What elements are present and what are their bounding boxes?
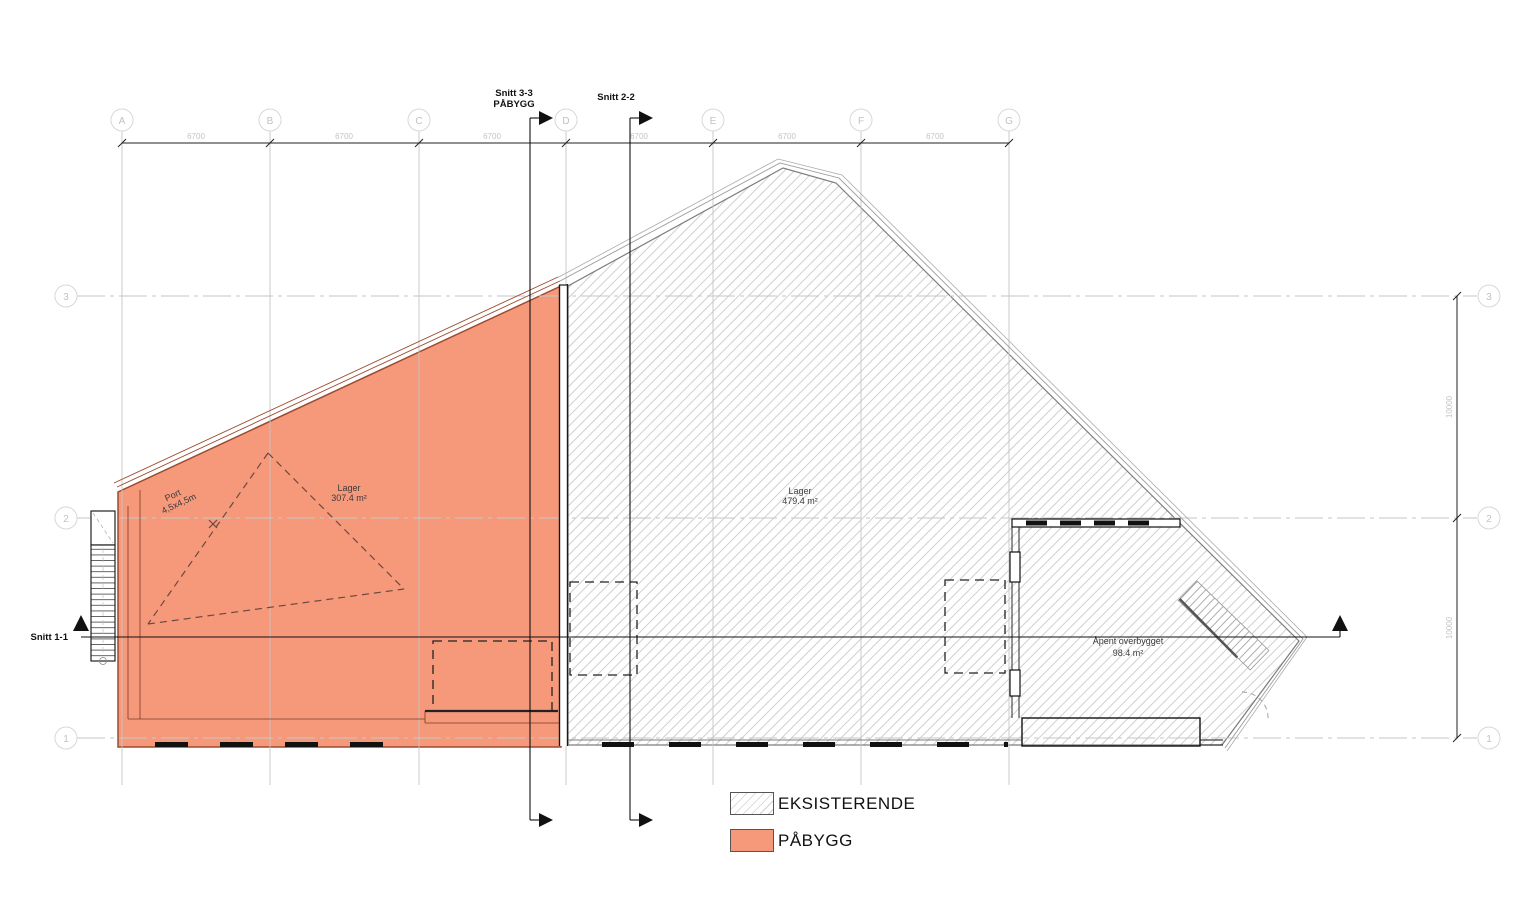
section-3-3-sublabel: PÅBYGG [493, 99, 534, 110]
grid-number-2-right: 2 [1486, 514, 1492, 525]
section-lines: Snitt 3-3 PÅBYGG Snitt 2-2 Snitt 1-1 [31, 88, 1348, 827]
section-3-3: Snitt 3-3 PÅBYGG [493, 88, 553, 827]
grid-column-bubbles: A B C D E F G [110, 108, 1021, 132]
port-swing [147, 452, 405, 625]
dim-de: 6700 [630, 132, 648, 141]
building-fills [117, 167, 1300, 748]
top-dimension-chain: 6700 6700 6700 6700 6700 6700 [117, 132, 1014, 148]
section-arrow-icon [73, 615, 89, 631]
paabygg-swatch-icon [730, 829, 774, 852]
dim-ef: 6700 [778, 132, 796, 141]
door-swing-arc [1241, 691, 1269, 721]
grid-letter-g: G [1005, 116, 1013, 127]
grid-letter-c: C [415, 116, 422, 127]
legend-item-eksisterende: EKSISTERENDE [730, 792, 915, 815]
paabygg-inner-walls [127, 490, 559, 724]
dividing-wall [558, 284, 569, 746]
section-arrow-icon [639, 813, 653, 827]
grid-letter-b: B [267, 116, 274, 127]
grid-letter-d: D [562, 116, 569, 127]
building-linework [90, 158, 1308, 752]
dim-bc: 6700 [335, 132, 353, 141]
dashed-openings [432, 579, 1006, 712]
grid-number-1-left: 1 [63, 734, 69, 745]
section-2-2: Snitt 2-2 [597, 92, 653, 827]
legend-label-paabygg: PÅBYGG [778, 830, 853, 850]
eksisterende-area [567, 167, 1300, 746]
grid-number-2-left: 2 [63, 514, 69, 525]
legend-item-paabygg: PÅBYGG [730, 829, 853, 852]
room-apent-overbygget-area: 98.4 m² [1113, 648, 1144, 658]
grid-letter-f: F [858, 116, 864, 127]
room-apent-overbygget-name: Åpent overbygget [1093, 636, 1164, 646]
legend-label-eksisterende: EKSISTERENDE [778, 793, 916, 813]
section-arrow-icon [1332, 615, 1348, 631]
right-interior-walls [1009, 518, 1223, 747]
eksisterende-swatch-icon [730, 792, 774, 815]
paabygg-area [117, 284, 562, 748]
section-arrow-icon [539, 813, 553, 827]
dim-32: 10000 [1445, 395, 1454, 418]
right-dimension-chain: 10000 10000 [1445, 291, 1462, 743]
section-3-3-label: Snitt 3-3 [495, 88, 532, 99]
room-lager-eksisterende-area: 479.4 m² [782, 496, 818, 506]
section-1-1: Snitt 1-1 [31, 615, 1348, 643]
grid-number-1-right: 1 [1486, 734, 1492, 745]
grid-letter-e: E [710, 116, 717, 127]
left-staircase [90, 510, 116, 665]
section-2-2-label: Snitt 2-2 [597, 92, 634, 103]
room-lager-paabygg-name: Lager [337, 483, 360, 493]
room-lager-paabygg-area: 307.4 m² [331, 493, 367, 503]
right-staircase [1177, 580, 1270, 671]
grid-letter-a: A [119, 116, 126, 127]
grid-row-bubbles: 3 2 1 3 2 1 [54, 284, 1501, 750]
grid-number-3-right: 3 [1486, 292, 1492, 303]
section-arrow-icon [639, 111, 653, 125]
room-lager-eksisterende-name: Lager [788, 486, 811, 496]
grid-number-3-left: 3 [63, 292, 69, 303]
section-arrow-icon [539, 111, 553, 125]
dim-cd: 6700 [483, 132, 501, 141]
dim-21: 10000 [1445, 616, 1454, 639]
dim-ab: 6700 [187, 132, 205, 141]
grid-layer [77, 131, 1477, 785]
section-1-1-label: Snitt 1-1 [31, 632, 69, 643]
dim-fg: 6700 [926, 132, 944, 141]
